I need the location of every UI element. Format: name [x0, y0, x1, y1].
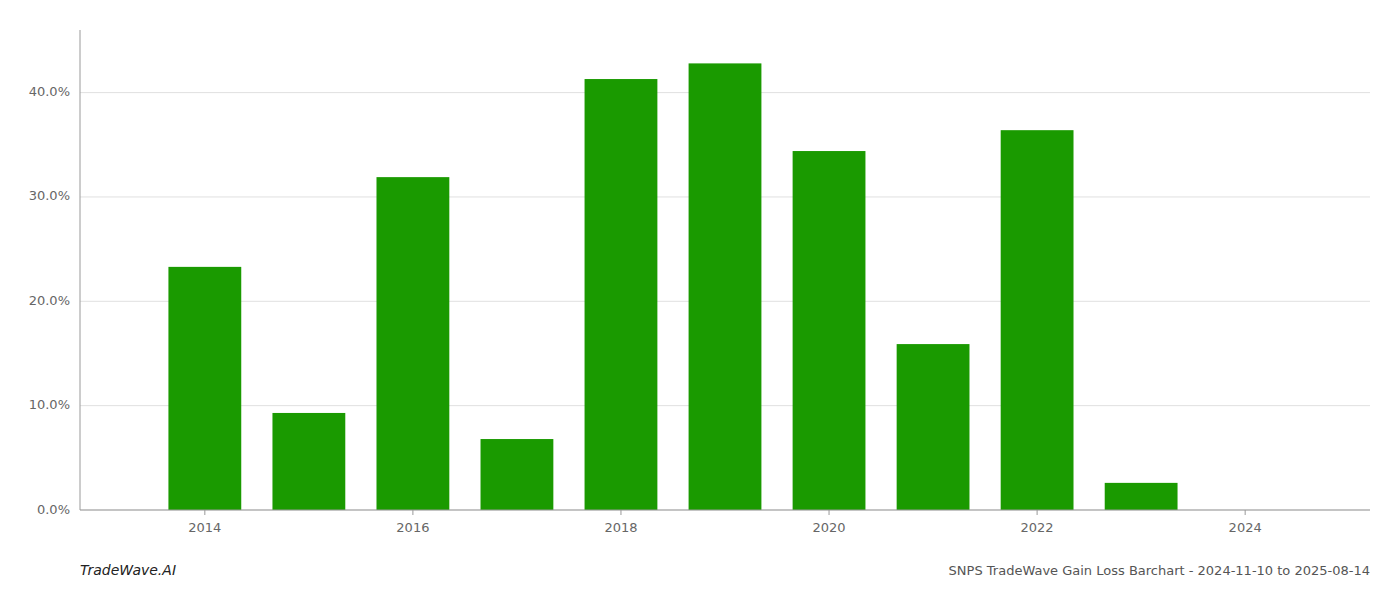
bar — [585, 79, 658, 510]
bar — [481, 439, 554, 510]
x-tick-label: 2018 — [604, 520, 637, 535]
x-tick — [204, 510, 205, 515]
chart-svg: 0.0% 10.0% 20.0% 30.0% 40.0% 2014 2016 2018 2020… — [0, 0, 1400, 600]
x-tick — [412, 510, 413, 515]
y-axis-line — [80, 30, 81, 510]
bars — [168, 63, 1177, 510]
x-tick-label: 2024 — [1229, 520, 1262, 535]
x-tick-label: 2020 — [812, 520, 845, 535]
bar — [897, 344, 970, 510]
bar — [376, 177, 449, 510]
x-tick — [1245, 510, 1246, 515]
x-tick — [1037, 510, 1038, 515]
grid-line — [80, 510, 1370, 511]
x-tick-label: 2014 — [188, 520, 221, 535]
x-tick — [829, 510, 830, 515]
x-tick-label: 2022 — [1021, 520, 1054, 535]
chart-title: SNPS TradeWave Gain Loss Barchart - 2024… — [949, 563, 1370, 578]
x-tick — [620, 510, 621, 515]
x-tick-label: 2016 — [396, 520, 429, 535]
bar — [1105, 483, 1178, 510]
y-tick-label: 40.0% — [29, 84, 70, 99]
chart-container: 0.0% 10.0% 20.0% 30.0% 40.0% 2014 2016 2018 2020… — [0, 0, 1400, 600]
bar — [793, 151, 866, 510]
watermark: TradeWave.AI — [80, 562, 176, 578]
bar — [272, 413, 345, 510]
x-axis-line — [80, 510, 1370, 511]
y-tick-label: 0.0% — [37, 502, 70, 517]
x-ticks: 2014 2016 2018 2020 2022 2024 — [188, 510, 1261, 535]
y-tick-label: 10.0% — [29, 397, 70, 412]
bar — [1001, 130, 1074, 510]
bar — [689, 63, 762, 510]
y-tick-label: 30.0% — [29, 188, 70, 203]
y-tick-label: 20.0% — [29, 293, 70, 308]
y-ticks: 0.0% 10.0% 20.0% 30.0% 40.0% — [29, 84, 70, 516]
bar — [168, 267, 241, 510]
